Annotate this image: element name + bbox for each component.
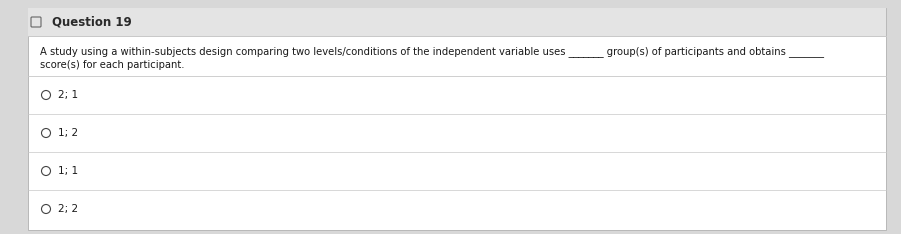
Text: 2; 2: 2; 2	[58, 204, 78, 214]
Text: 1; 1: 1; 1	[58, 166, 78, 176]
Bar	[28, 8, 886, 36]
Text: A study using a within-subjects design comparing two levels/conditions of the in: A study using a within-subjects design c…	[40, 46, 824, 57]
Text: 1; 2: 1; 2	[58, 128, 78, 138]
Text: 2; 1: 2; 1	[58, 90, 78, 100]
Text: score(s) for each participant.: score(s) for each participant.	[40, 60, 185, 70]
Text: Question 19: Question 19	[52, 15, 132, 29]
